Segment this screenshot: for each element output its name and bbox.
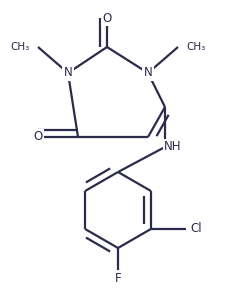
Text: CH₃: CH₃ (11, 42, 30, 52)
Text: F: F (115, 271, 121, 284)
Text: Cl: Cl (190, 222, 202, 235)
Text: N: N (144, 66, 152, 79)
Text: O: O (33, 130, 43, 143)
Text: N: N (64, 66, 72, 79)
Text: NH: NH (164, 140, 182, 153)
Text: CH₃: CH₃ (186, 42, 205, 52)
Text: O: O (102, 12, 112, 24)
